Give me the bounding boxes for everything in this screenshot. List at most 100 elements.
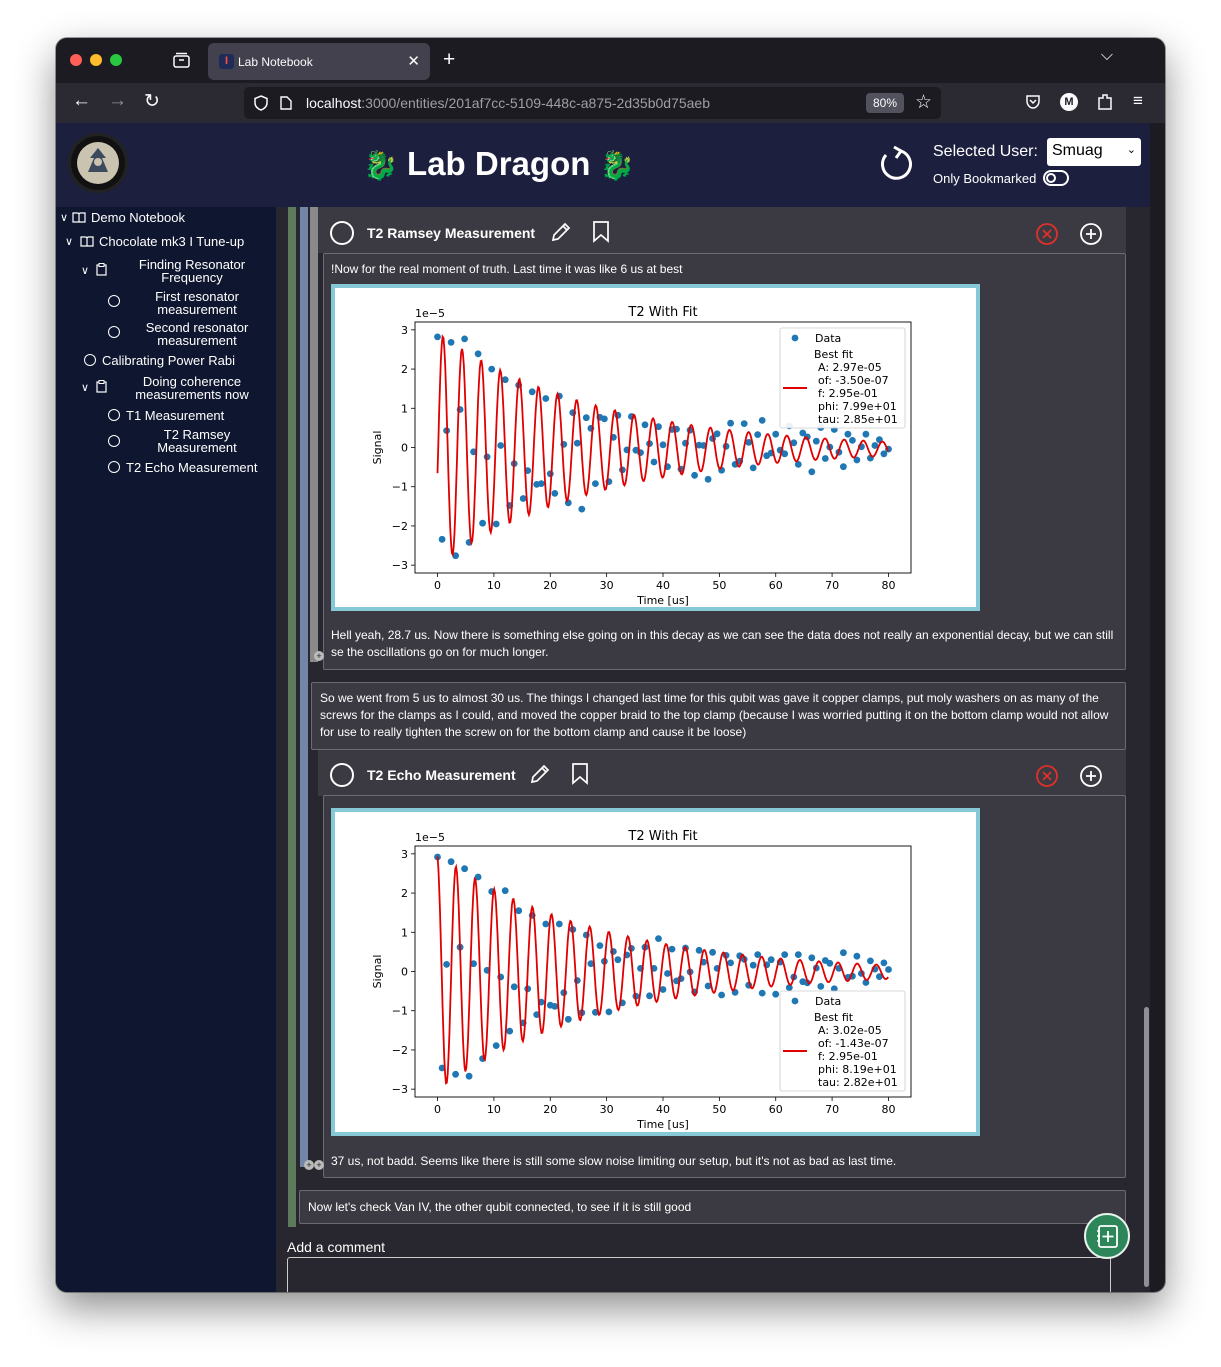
zoom-indicator[interactable]: 80% xyxy=(866,93,904,113)
sidebar-item-t2-ramsey[interactable]: T2 Ramsey Measurement xyxy=(157,427,237,455)
url-text[interactable]: localhost:3000/entities/201af7cc-5109-44… xyxy=(306,95,710,111)
tab-close-icon[interactable]: ✕ xyxy=(407,53,420,70)
legend-param: of: -1.43e-07 xyxy=(818,1037,889,1050)
only-bookmarked-toggle[interactable] xyxy=(1043,170,1069,186)
fit-line xyxy=(436,856,889,1085)
data-point xyxy=(659,986,667,993)
data-point xyxy=(641,421,649,429)
chevron-down-icon[interactable]: ∨ xyxy=(60,212,69,224)
only-bookmarked-label: Only Bookmarked xyxy=(933,171,1037,186)
sidebar-item-finding-resonator[interactable]: Finding Resonator Frequency xyxy=(138,257,246,285)
scrollbar-thumb[interactable] xyxy=(1144,1007,1149,1287)
delete-circle-x-icon[interactable] xyxy=(1035,764,1059,788)
back-icon[interactable]: ← xyxy=(72,90,91,111)
page-icon[interactable] xyxy=(280,96,292,110)
bookmark-icon[interactable] xyxy=(592,220,610,243)
data-point xyxy=(840,463,847,471)
add-circle-icon[interactable] xyxy=(1079,222,1103,246)
refresh-icon[interactable] xyxy=(878,143,914,181)
url-bar[interactable]: localhost:3000/entities/201af7cc-5109-44… xyxy=(244,87,941,119)
echo-after-text: 37 us, not badd. Seems like there is sti… xyxy=(331,1154,897,1168)
data-point xyxy=(447,339,455,346)
star-icon[interactable]: ☆ xyxy=(915,92,933,113)
status-circle-icon[interactable] xyxy=(330,763,354,787)
status-circle-icon[interactable] xyxy=(108,409,120,421)
data-point xyxy=(781,450,789,458)
status-circle-icon[interactable] xyxy=(108,295,120,307)
add-circle-icon[interactable] xyxy=(1079,764,1103,788)
data-point xyxy=(830,985,838,993)
add-entry-button[interactable] xyxy=(1084,1213,1130,1259)
shield-icon[interactable] xyxy=(254,95,268,111)
tab-lab-notebook[interactable]: I Lab Notebook ✕ xyxy=(208,43,430,80)
edit-pencil-icon[interactable] xyxy=(550,221,572,243)
data-point xyxy=(867,957,874,965)
data-point xyxy=(727,419,734,427)
ramsey-intro-text: !Now for the real moment of truth. Last … xyxy=(331,262,683,276)
sidebar-item-t1[interactable]: T1 Measurement xyxy=(126,408,225,423)
data-point xyxy=(573,439,581,447)
pocket-icon[interactable] xyxy=(1025,94,1041,110)
van-iv-text: Now let's check Van IV, the other qubit … xyxy=(308,1200,692,1214)
status-circle-icon[interactable] xyxy=(84,354,96,366)
edit-pencil-icon[interactable] xyxy=(529,763,551,785)
menu-icon[interactable]: ≡ xyxy=(1133,91,1143,110)
data-point xyxy=(876,973,883,980)
data-point xyxy=(880,959,888,967)
plot-area-frame xyxy=(414,845,912,1098)
status-circle-icon[interactable] xyxy=(108,435,120,447)
status-circle-icon[interactable] xyxy=(108,326,120,338)
x-tick-label: 30 xyxy=(600,579,614,592)
sidebar-item-doing-coherence[interactable]: Doing coherence measurements now xyxy=(135,374,249,402)
sidebar-item-first-resonator[interactable]: First resonator measurement xyxy=(155,289,239,317)
data-point xyxy=(465,1072,473,1080)
reload-icon[interactable]: ↻ xyxy=(144,91,160,112)
maximize-window-button[interactable] xyxy=(110,54,122,66)
delete-circle-x-icon[interactable] xyxy=(1035,222,1059,246)
sidebar-item-demo-notebook[interactable]: Demo Notebook xyxy=(91,210,185,225)
data-point xyxy=(794,951,802,958)
legend-data-label: Data xyxy=(815,332,841,345)
expand-icon[interactable]: + xyxy=(314,651,324,661)
extensions-icon[interactable] xyxy=(1097,93,1113,111)
data-point xyxy=(659,441,667,449)
close-window-button[interactable] xyxy=(70,54,82,66)
chevron-down-icon[interactable]: ∨ xyxy=(65,236,74,248)
data-point xyxy=(853,952,861,960)
y-tick-label: 3 xyxy=(401,848,408,861)
bookmark-icon[interactable] xyxy=(571,762,589,785)
list-all-tabs-icon[interactable]: ⌵ xyxy=(1100,47,1113,64)
expand-icon[interactable]: + xyxy=(314,1160,324,1170)
tab-title: Lab Notebook xyxy=(238,55,313,69)
data-point xyxy=(713,430,721,438)
user-select[interactable]: Smuag ⌄ xyxy=(1047,138,1141,166)
status-circle-icon[interactable] xyxy=(108,461,120,473)
sidebar-item-second-resonator[interactable]: Second resonator measurement xyxy=(145,320,249,348)
data-point xyxy=(817,983,825,990)
x-tick-label: 30 xyxy=(600,1103,614,1116)
sidebar-item-chocolate[interactable]: Chocolate mk3 I Tune-up xyxy=(99,234,245,249)
data-point xyxy=(695,946,703,954)
comment-editor[interactable] xyxy=(287,1257,1111,1292)
selected-user-label: Selected User: xyxy=(933,143,1038,160)
chevron-down-icon[interactable]: ∨ xyxy=(81,382,90,394)
nesting-bar xyxy=(288,207,296,1227)
account-avatar-icon[interactable]: M xyxy=(1060,93,1078,111)
sidebar-item-calibrating[interactable]: Calibrating Power Rabi xyxy=(102,353,235,368)
data-point xyxy=(452,1070,459,1078)
data-point xyxy=(515,907,523,915)
chevron-down-icon[interactable]: ∨ xyxy=(81,265,90,277)
lab-dragon-logo[interactable] xyxy=(68,133,128,193)
tab-groups-icon[interactable] xyxy=(173,52,190,68)
new-tab-icon[interactable]: + xyxy=(443,48,456,71)
data-point xyxy=(704,982,712,990)
minimize-window-button[interactable] xyxy=(90,54,102,66)
status-circle-icon[interactable] xyxy=(330,221,354,245)
data-point xyxy=(452,552,459,560)
sidebar-item-t2-echo[interactable]: T2 Echo Measurement xyxy=(126,460,258,475)
data-point xyxy=(849,437,856,444)
expand-icon[interactable]: + xyxy=(304,1160,314,1170)
forward-icon[interactable]: → xyxy=(108,90,127,111)
legend-param: f: 2.95e-01 xyxy=(818,387,878,400)
nesting-bar xyxy=(300,207,308,1167)
